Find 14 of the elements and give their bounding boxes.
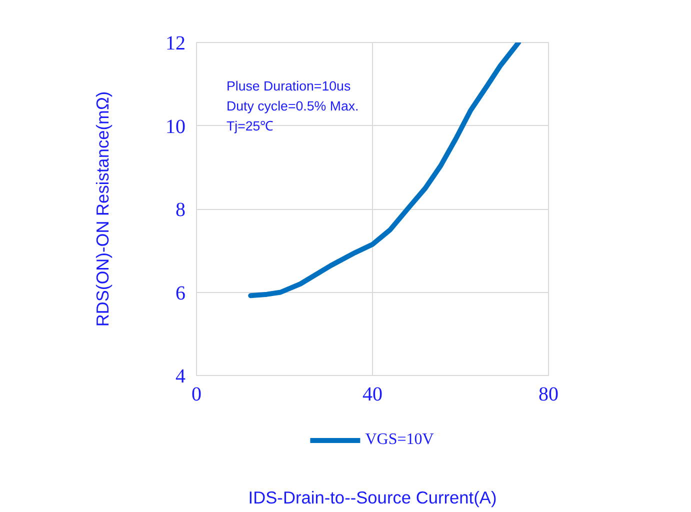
y-axis-title: RDS(ON)-ON Resistance(mΩ) [92, 91, 112, 327]
annotation: Pluse Duration=10us [226, 78, 351, 94]
y-tick-label: 4 [176, 366, 186, 388]
annotation: Duty cycle=0.5% Max. [226, 98, 359, 114]
y-tick-label: 8 [176, 199, 186, 221]
y-tick-label: 10 [166, 116, 186, 138]
x-tick-label: 80 [538, 384, 558, 406]
x-tick-label: 40 [362, 384, 382, 406]
y-tick-label: 6 [176, 282, 186, 304]
x-tick-label: 0 [192, 384, 202, 406]
y-tick-label: 12 [166, 32, 186, 54]
annotation: Tj=25℃ [226, 118, 274, 134]
legend-label: VGS=10V [365, 431, 434, 449]
x-axis-title: IDS-Drain-to--Source Current(A) [248, 488, 497, 508]
